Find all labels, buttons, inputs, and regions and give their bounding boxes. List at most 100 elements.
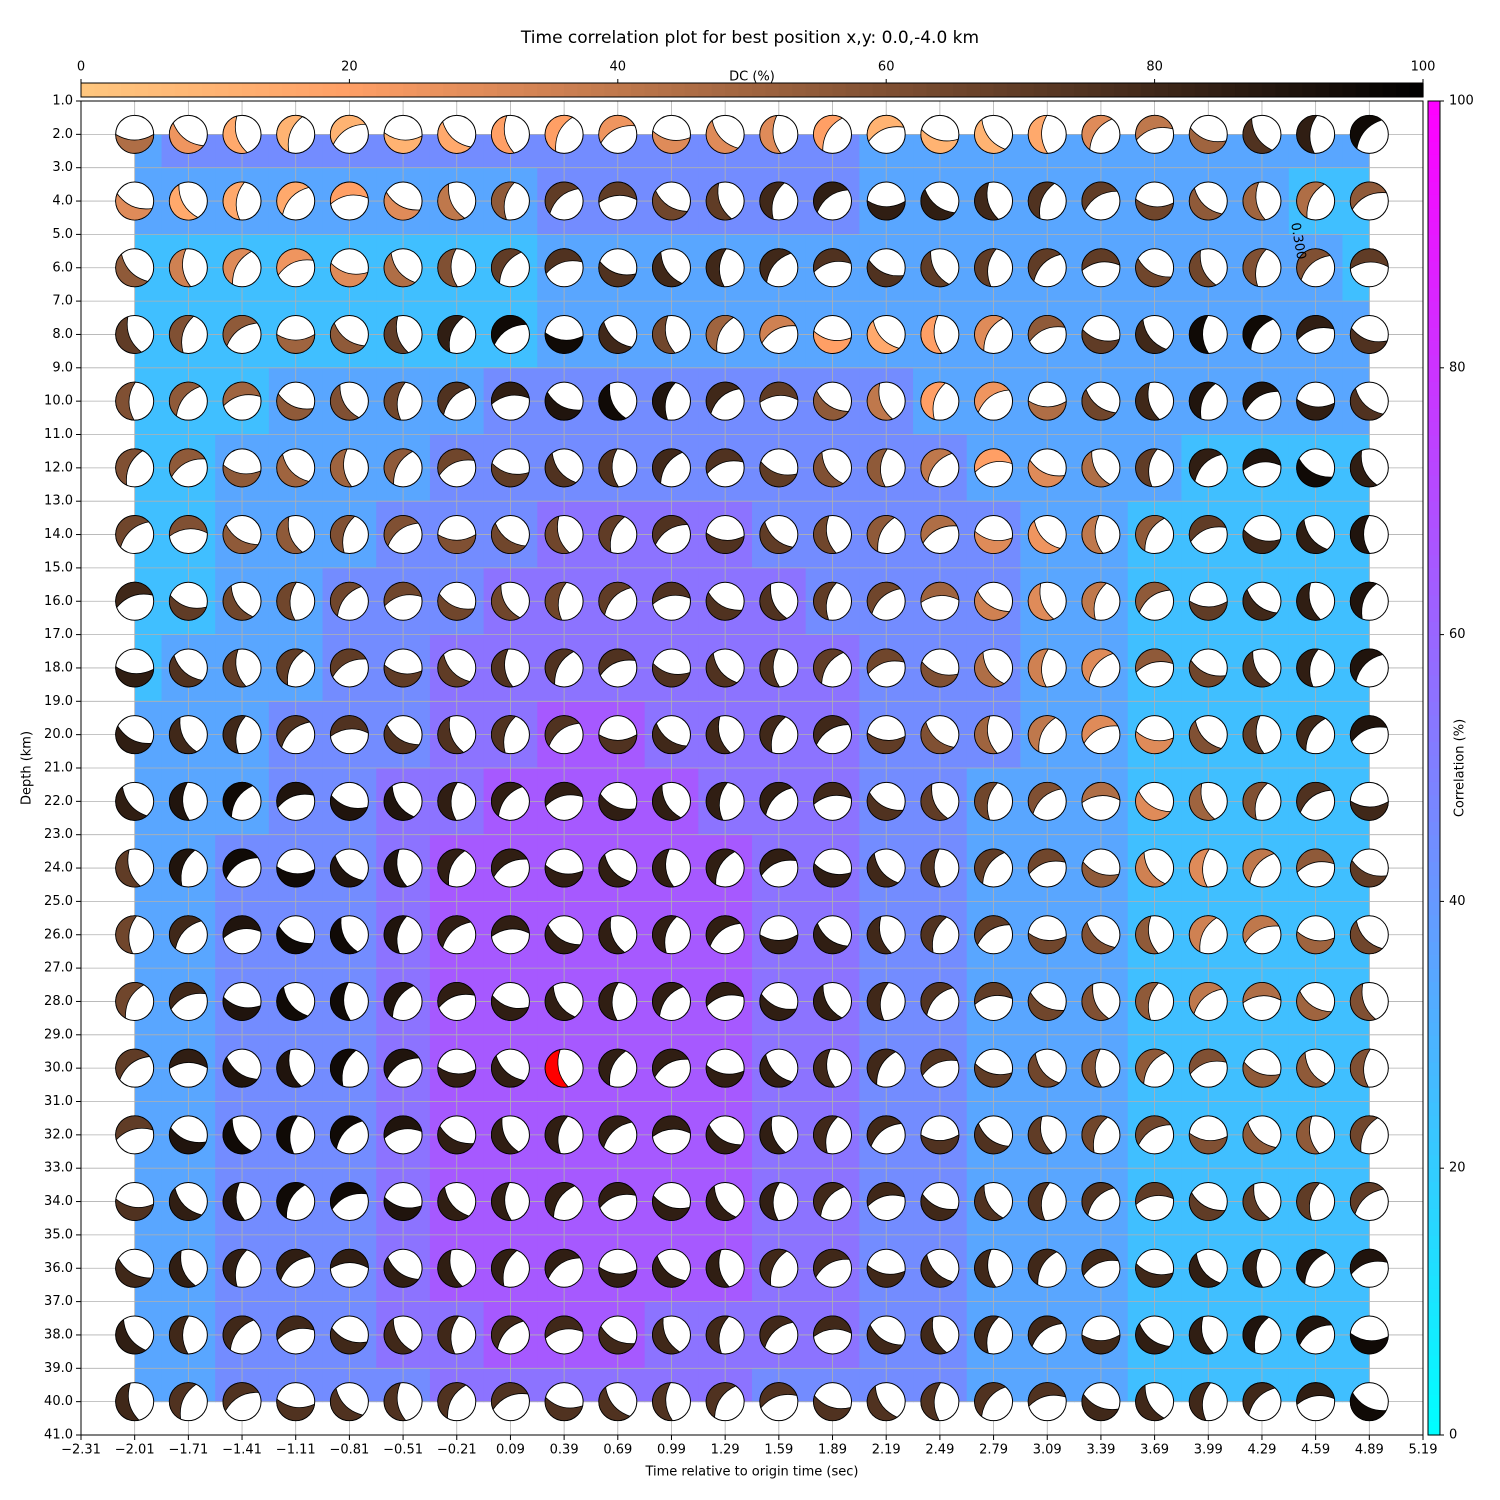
beachball-compression xyxy=(115,665,155,688)
beachball-compression xyxy=(115,448,144,486)
beachball xyxy=(651,515,691,555)
beachball-compression xyxy=(330,581,363,617)
dc-colorbar-segment xyxy=(94,83,109,97)
beachball xyxy=(1027,781,1067,821)
beachball xyxy=(115,1248,155,1288)
beachball xyxy=(920,915,960,955)
beachball-compression xyxy=(544,332,584,354)
beachball xyxy=(598,515,638,555)
beachball xyxy=(1349,781,1389,821)
beachball xyxy=(1081,981,1121,1021)
beachball xyxy=(866,715,906,755)
beachball xyxy=(920,181,960,221)
beachball-compression xyxy=(544,1182,576,1219)
beachball xyxy=(490,1115,530,1155)
beachball-compression xyxy=(813,1115,839,1154)
beachball xyxy=(329,181,369,221)
beachball xyxy=(651,114,691,154)
beachball xyxy=(276,1115,316,1155)
beachball-compression xyxy=(813,181,849,214)
beachball xyxy=(759,248,799,288)
beachball-compression xyxy=(759,114,782,154)
beachball-compression xyxy=(866,1182,906,1207)
beachball-compression xyxy=(276,581,298,621)
beachball xyxy=(705,381,745,421)
beachball-compression xyxy=(866,982,890,1021)
beachball-compression xyxy=(544,923,581,955)
beachball xyxy=(759,1048,799,1088)
corr-colorbar-segment xyxy=(1428,1048,1440,1063)
corr-colorbar-segment xyxy=(1428,1354,1440,1369)
beachball xyxy=(1242,1115,1282,1155)
beachball-compression xyxy=(598,1115,633,1149)
corr-colorbar-segment xyxy=(1428,274,1440,289)
dc-tick-label: 40 xyxy=(610,60,627,75)
beachball-compression xyxy=(598,581,632,616)
y-tick-label: 34.0 xyxy=(44,1194,73,1209)
beachball-compression xyxy=(276,114,304,153)
beachball xyxy=(437,314,477,354)
beachball-compression xyxy=(491,462,530,488)
beachball-compression xyxy=(1349,581,1378,620)
beachball-compression xyxy=(1135,915,1160,955)
beachball-compression xyxy=(169,448,206,478)
beachball-compression xyxy=(1135,515,1166,552)
beachball-compression xyxy=(974,1315,1000,1354)
beachball-compression xyxy=(866,791,904,821)
beachball xyxy=(1135,981,1175,1021)
beachball-compression xyxy=(920,1193,959,1221)
beachball xyxy=(1081,1048,1121,1088)
beachball-compression xyxy=(491,1248,518,1287)
beachball-compression xyxy=(330,1048,357,1087)
beachball-compression xyxy=(437,1382,467,1419)
y-tick-label: 41.0 xyxy=(44,1428,73,1443)
beachball-compression xyxy=(383,1256,420,1288)
beachball xyxy=(705,181,745,221)
beachball-compression xyxy=(383,315,410,354)
beachball xyxy=(813,448,853,488)
beachball xyxy=(490,581,530,621)
beachball xyxy=(598,1315,638,1355)
dc-colorbar-segment xyxy=(255,83,270,97)
beachball-compression xyxy=(491,715,517,754)
beachball xyxy=(1081,1315,1121,1355)
beachball-compression xyxy=(866,852,899,888)
beachball xyxy=(598,781,638,821)
dc-colorbar-segment xyxy=(309,83,324,97)
beachball xyxy=(866,915,906,955)
beachball-compression xyxy=(866,200,906,221)
beachball xyxy=(1242,981,1282,1021)
beachball xyxy=(168,1048,208,1088)
beachball xyxy=(866,1115,906,1155)
beachball xyxy=(1242,848,1282,888)
beachball xyxy=(974,915,1014,955)
beachball-compression xyxy=(544,781,584,807)
x-tick-label: 0.09 xyxy=(496,1443,525,1458)
beachball xyxy=(222,1048,262,1088)
beachball-compression xyxy=(437,1315,460,1355)
corr-colorbar-segment xyxy=(1428,848,1440,862)
y-tick-label: 39.0 xyxy=(44,1361,73,1376)
beachball xyxy=(168,848,208,888)
beachball xyxy=(974,648,1014,688)
beachball-compression xyxy=(866,259,905,288)
beachball xyxy=(813,1115,853,1155)
beachball-compression xyxy=(115,915,138,955)
beachball-compression xyxy=(491,315,528,346)
beachball xyxy=(222,1182,262,1222)
beachball xyxy=(974,581,1014,621)
beachball xyxy=(1081,848,1121,888)
dc-colorbar-segment xyxy=(362,83,377,97)
beachball-compression xyxy=(1188,249,1217,288)
beachball-compression xyxy=(1296,315,1335,341)
corr-colorbar-segment xyxy=(1428,1181,1440,1196)
beachball-compression xyxy=(330,715,369,738)
beachball xyxy=(920,114,960,154)
beachball-compression xyxy=(652,1254,687,1288)
beachball xyxy=(920,1315,960,1355)
y-axis-label: Depth (km) xyxy=(20,731,35,805)
dc-colorbar-segment xyxy=(1141,83,1156,97)
beachball xyxy=(1188,1115,1228,1155)
beachball-compression xyxy=(276,516,304,554)
beachball-compression xyxy=(813,1048,836,1088)
